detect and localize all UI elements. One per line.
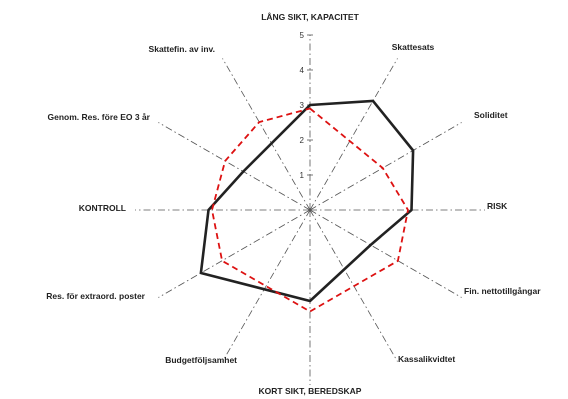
spoke-line	[309, 122, 462, 211]
axis-label: Fin. nettotillgångar	[464, 286, 541, 296]
axis-label: Skattefin. av inv.	[149, 44, 215, 54]
tick-label: 3	[300, 101, 305, 110]
axis-label: Genom. Res. före EO 3 år	[47, 112, 150, 122]
axis-label: RISK	[487, 201, 508, 211]
axis-label: KONTROLL	[79, 203, 126, 213]
axis-label: KORT SIKT, BEREDSKAP	[259, 386, 362, 396]
spoke-line	[309, 58, 398, 211]
series-solid-line	[199, 99, 415, 303]
spoke-line	[309, 209, 462, 298]
spoke-line	[158, 209, 311, 298]
axis-label: Kassalikvidtet	[398, 354, 455, 364]
spoke-line	[158, 122, 311, 211]
tick-label: 4	[300, 66, 305, 75]
axis-label: Soliditet	[474, 110, 508, 120]
tick-label: 5	[300, 31, 305, 40]
axis-label: Budgetföljsamhet	[165, 355, 237, 365]
tick-label: 2	[300, 136, 305, 145]
grid-layer: 1 2 3 4 5	[135, 31, 485, 385]
axis-label: LÅNG SIKT, KAPACITET	[261, 12, 359, 22]
axis-label: Skattesats	[392, 42, 435, 52]
spoke-line	[222, 58, 311, 211]
spoke-line	[222, 209, 311, 362]
tick-label: 1	[300, 171, 305, 180]
series-layer	[199, 99, 415, 313]
label-layer: LÅNG SIKT, KAPACITET Skattesats Soliditet R…	[46, 12, 541, 396]
axis-label: Res. för extraord. poster	[46, 291, 145, 301]
